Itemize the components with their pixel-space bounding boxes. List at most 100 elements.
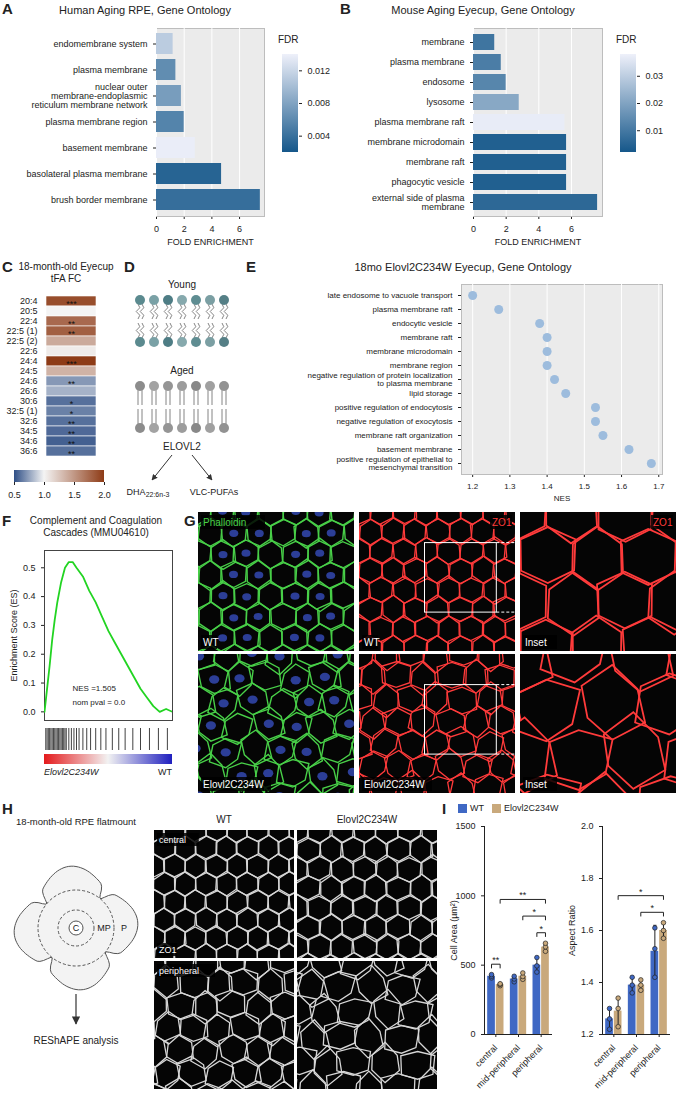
svg-text:0.02: 0.02	[646, 98, 664, 108]
svg-text:membrane microdomain: membrane microdomain	[366, 347, 452, 356]
svg-text:Cell Area (µm²): Cell Area (µm²)	[449, 900, 459, 961]
svg-text:peripheral: peripheral	[627, 1043, 662, 1078]
svg-text:500: 500	[460, 960, 475, 970]
svg-text:Inset: Inset	[525, 637, 547, 648]
svg-text:membrane raft organization: membrane raft organization	[355, 431, 453, 440]
svg-text:endosome: endosome	[422, 77, 464, 87]
svg-text:endomembrane system: endomembrane system	[53, 39, 147, 49]
svg-text:32:5 (1): 32:5 (1)	[6, 406, 37, 416]
svg-text:0.4: 0.4	[23, 591, 36, 601]
svg-text:24:6: 24:6	[20, 376, 38, 386]
svg-text:plasma membrane: plasma membrane	[73, 65, 148, 75]
svg-text:24:5: 24:5	[20, 366, 38, 376]
svg-text:4: 4	[209, 224, 214, 234]
svg-text:nuclear outermembrane-endoplas: nuclear outermembrane-endoplasmicreticul…	[31, 82, 148, 110]
svg-text:FOLD ENRICHMENT: FOLD ENRICHMENT	[495, 237, 582, 247]
svg-text:Inset: Inset	[525, 779, 547, 790]
svg-text:2.0: 2.0	[581, 821, 594, 831]
svg-text:30:6: 30:6	[20, 396, 38, 406]
svg-text:1.2: 1.2	[581, 1029, 594, 1039]
svg-text:1000: 1000	[455, 891, 475, 901]
svg-text:0.004: 0.004	[308, 131, 331, 141]
svg-text:24:4: 24:4	[20, 356, 38, 366]
svg-text:**: **	[68, 379, 76, 389]
svg-text:0: 0	[154, 224, 159, 234]
svg-text:34:6: 34:6	[20, 436, 38, 446]
svg-text:VLC-PUFAs: VLC-PUFAs	[190, 487, 239, 497]
svg-text:**: **	[68, 449, 76, 459]
svg-text:22:5 (1): 22:5 (1)	[6, 326, 37, 336]
svg-text:plasma membrane region: plasma membrane region	[45, 117, 147, 127]
svg-text:0.012: 0.012	[308, 66, 331, 76]
svg-text:endocytic vesicle: endocytic vesicle	[392, 319, 453, 328]
svg-text:2.0: 2.0	[98, 490, 111, 500]
svg-text:plasma membrane raft: plasma membrane raft	[372, 305, 453, 314]
svg-text:C: C	[73, 923, 80, 933]
svg-text:P: P	[121, 923, 127, 933]
svg-text:positive regulation of endocyt: positive regulation of endocytosis	[335, 403, 453, 412]
svg-text:1.6: 1.6	[616, 482, 628, 491]
svg-text:FOLD ENRICHMENT: FOLD ENRICHMENT	[167, 237, 254, 247]
svg-text:plasma membrane: plasma membrane	[390, 57, 465, 67]
svg-text:*: *	[70, 409, 74, 419]
svg-text:2: 2	[182, 224, 187, 234]
svg-text:0.1: 0.1	[23, 678, 36, 688]
svg-text:**: **	[68, 429, 76, 439]
svg-text:6: 6	[569, 224, 574, 234]
svg-text:ZO1: ZO1	[653, 517, 673, 528]
svg-text:1.4: 1.4	[581, 977, 594, 987]
svg-text:20:4: 20:4	[20, 296, 38, 306]
svg-text:**: **	[68, 439, 76, 449]
svg-text:basement membrane: basement membrane	[377, 445, 453, 454]
svg-text:NES: NES	[554, 494, 570, 503]
svg-text:negative regulation of exocyto: negative regulation of exocytosis	[336, 417, 452, 426]
svg-text:WT: WT	[364, 637, 380, 648]
svg-text:36:6: 36:6	[20, 446, 38, 456]
svg-text:REShAPE analysis: REShAPE analysis	[33, 1035, 118, 1046]
svg-text:peripheral: peripheral	[509, 1043, 544, 1078]
svg-text:0.5: 0.5	[8, 490, 21, 500]
svg-text:6: 6	[237, 224, 242, 234]
svg-text:lysosome: lysosome	[426, 97, 464, 107]
svg-text:0.03: 0.03	[646, 71, 664, 81]
svg-text:26:6: 26:6	[20, 386, 38, 396]
svg-text:0.3: 0.3	[23, 620, 36, 630]
svg-text:0.01: 0.01	[646, 126, 664, 136]
svg-text:1.3: 1.3	[504, 482, 516, 491]
svg-text:membrane microdomain: membrane microdomain	[367, 137, 464, 147]
svg-text:1.8: 1.8	[581, 873, 594, 883]
svg-text:1.2: 1.2	[467, 482, 479, 491]
svg-text:Elovl2C234W: Elovl2C234W	[364, 779, 425, 790]
svg-text:0: 0	[470, 1029, 475, 1039]
svg-text:peripheral: peripheral	[159, 966, 199, 976]
svg-text:4: 4	[536, 224, 541, 234]
svg-text:Young: Young	[168, 279, 196, 290]
svg-text:Enrichment Score (ES): Enrichment Score (ES)	[9, 589, 19, 681]
svg-text:Aged: Aged	[170, 365, 193, 376]
svg-text:1.5: 1.5	[579, 482, 591, 491]
svg-text:central: central	[159, 835, 186, 845]
svg-text:positive regulation of epithel: positive regulation of epithelial tomese…	[336, 455, 453, 472]
svg-text:1.0: 1.0	[38, 490, 51, 500]
svg-text:**: **	[68, 329, 76, 339]
svg-text:*: *	[70, 399, 74, 409]
svg-text:ZO1: ZO1	[159, 945, 177, 955]
svg-text:late endosome to vacuole trans: late endosome to vacuole transport	[328, 291, 454, 300]
svg-text:0.2: 0.2	[23, 649, 36, 659]
svg-text:basement membrane: basement membrane	[62, 143, 147, 153]
svg-text:plasma membrane raft: plasma membrane raft	[374, 117, 465, 127]
svg-text:**: **	[492, 955, 500, 965]
svg-text:22:5 (2): 22:5 (2)	[6, 336, 37, 346]
svg-text:WT: WT	[203, 637, 219, 648]
svg-text:negative regulation of protein: negative regulation of protein localizat…	[308, 371, 454, 388]
svg-text:34:5: 34:5	[20, 426, 38, 436]
svg-text:Elovl2C234W: Elovl2C234W	[203, 779, 264, 790]
svg-text:ELOVL2: ELOVL2	[163, 441, 201, 452]
svg-text:ZO1: ZO1	[492, 517, 512, 528]
svg-text:lipid storage: lipid storage	[409, 389, 453, 398]
svg-text:membrane region: membrane region	[390, 361, 453, 370]
svg-text:DHA22:6n-3: DHA22:6n-3	[127, 487, 170, 498]
svg-text:external side of plasmamembran: external side of plasmamembrane	[372, 193, 465, 212]
svg-text:***: ***	[66, 359, 77, 369]
svg-text:0.0: 0.0	[23, 707, 36, 717]
